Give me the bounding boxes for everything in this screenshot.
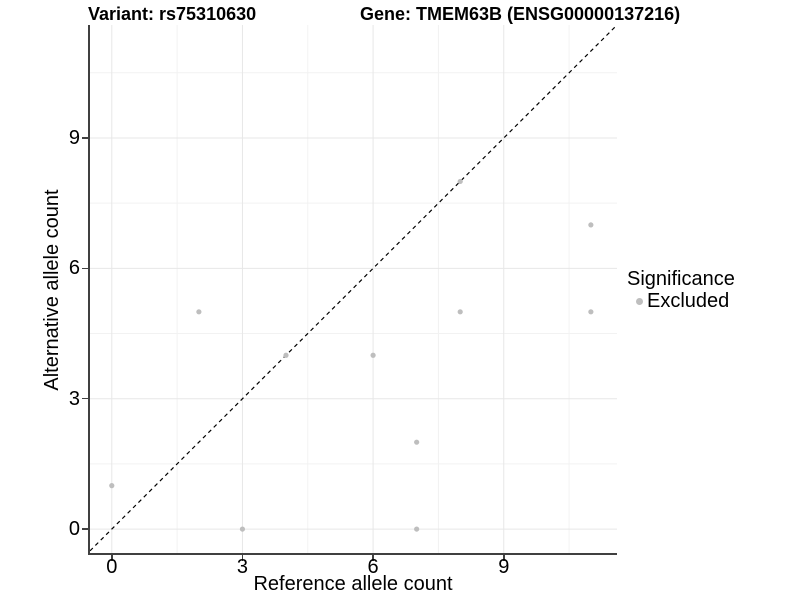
y-axis-tick — [82, 267, 88, 270]
y-tick-label: 9 — [68, 126, 80, 149]
data-point — [588, 222, 594, 228]
y-tick-label: 3 — [68, 387, 80, 410]
data-point — [109, 483, 115, 489]
data-point — [457, 309, 463, 315]
y-axis-tick — [82, 528, 88, 530]
data-point — [588, 309, 594, 315]
legend-item-excluded: Excluded — [627, 290, 735, 312]
data-point — [457, 178, 463, 185]
y-axis-tick — [82, 137, 88, 139]
y-axis-tick — [82, 397, 88, 400]
legend-point-icon — [636, 297, 643, 305]
plot-title-variant: Variant: rs75310630 — [88, 4, 257, 24]
x-axis-title: Reference allele count — [253, 573, 453, 595]
x-tick-label: 9 — [498, 556, 510, 578]
legend-item-label: Excluded — [647, 290, 730, 312]
x-tick-label: 3 — [236, 556, 248, 578]
x-axis-tick — [111, 555, 113, 561]
plot-panel — [88, 25, 617, 555]
y-tick-label: 0 — [68, 518, 80, 541]
y-tick-label: 6 — [68, 257, 80, 280]
legend: Significance Excluded — [627, 268, 735, 312]
plot-title-gene: Gene: TMEM63B (ENSG00000137216) — [360, 4, 681, 24]
plot-area — [90, 25, 617, 553]
legend-title: Significance — [627, 268, 735, 290]
data-point — [414, 526, 420, 532]
x-axis-tick — [503, 555, 505, 561]
x-axis-tick — [241, 555, 244, 561]
data-point — [239, 526, 246, 532]
identity-dashed-line — [90, 25, 617, 552]
data-point — [414, 439, 420, 445]
x-tick-label: 6 — [367, 556, 379, 578]
x-tick-label: 0 — [106, 556, 118, 578]
x-axis-tick — [372, 555, 374, 561]
data-point — [283, 352, 289, 358]
data-point — [196, 309, 202, 315]
data-point — [370, 352, 376, 358]
